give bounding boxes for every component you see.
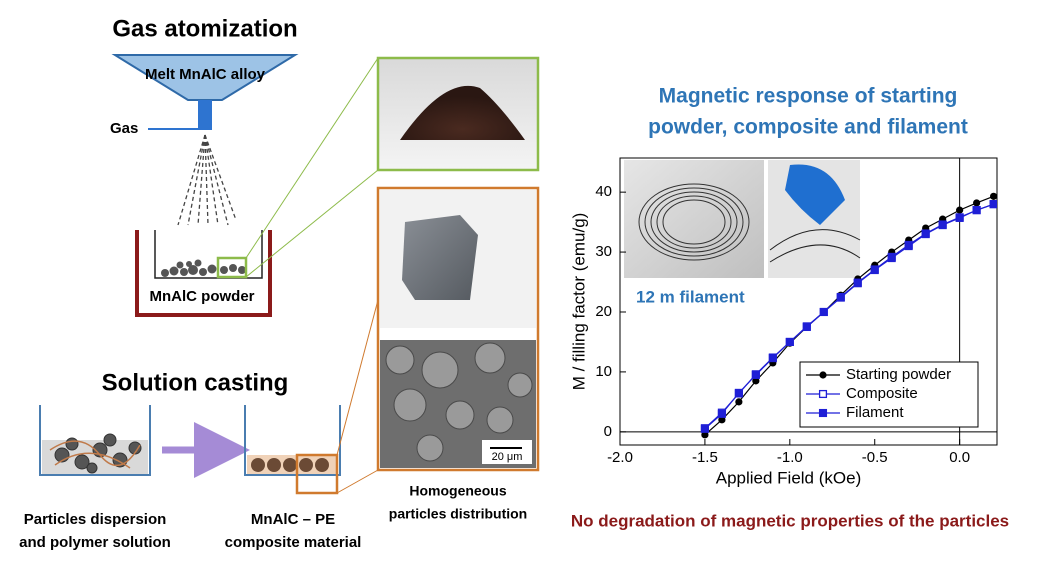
x-tick-label: -2.0 bbox=[607, 449, 633, 466]
x-tick-label: -1.5 bbox=[692, 449, 718, 466]
caption: Particles dispersion bbox=[24, 511, 167, 528]
legend-marker bbox=[818, 408, 828, 418]
composite-particles bbox=[251, 458, 329, 472]
cube bbox=[402, 215, 478, 300]
caption: and polymer solution bbox=[19, 534, 171, 551]
spray bbox=[177, 134, 237, 226]
nozzle bbox=[198, 100, 212, 130]
filament-coil bbox=[638, 183, 750, 261]
powder-particles bbox=[161, 259, 246, 277]
legend-marker bbox=[819, 371, 827, 379]
powder-mound bbox=[400, 85, 525, 140]
chart-title: Magnetic response of starting bbox=[659, 85, 958, 108]
y-axis-label: M / filling factor (emu/g) bbox=[569, 213, 588, 391]
legend-label: Starting powder bbox=[846, 366, 951, 383]
data-point bbox=[870, 265, 879, 275]
zoom-box bbox=[216, 256, 248, 279]
zoom-line bbox=[336, 299, 379, 456]
beaker bbox=[39, 405, 151, 476]
data-point bbox=[989, 200, 997, 209]
caption: Homogeneous bbox=[409, 483, 506, 499]
section-title: Gas atomization bbox=[112, 15, 297, 42]
data-point bbox=[735, 398, 743, 406]
filament-strand bbox=[769, 229, 861, 263]
data-point bbox=[700, 424, 709, 433]
x-axis-label: Applied Field (kOe) bbox=[716, 468, 862, 487]
data-point bbox=[887, 254, 896, 263]
x-tick-label: -1.0 bbox=[777, 449, 803, 466]
data-point bbox=[802, 322, 811, 332]
chart-caption: No degradation of magnetic properties of… bbox=[571, 511, 1009, 530]
x-tick-label: 0.0 bbox=[949, 449, 970, 466]
chamber bbox=[135, 230, 272, 317]
powder-label: MnAlC powder bbox=[150, 288, 255, 305]
data-point bbox=[819, 307, 828, 317]
data-point bbox=[956, 206, 964, 214]
x-tick-label: -0.5 bbox=[862, 449, 888, 466]
funnel-label: Melt MnAlC alloy bbox=[145, 66, 266, 83]
zoom-line bbox=[245, 57, 379, 259]
beaker bbox=[244, 405, 341, 476]
polymer-chains bbox=[49, 440, 141, 469]
inset-label: 12 m filament bbox=[636, 287, 745, 306]
glove bbox=[785, 164, 845, 225]
zoom-line bbox=[245, 169, 379, 278]
scale-bar-bg bbox=[482, 440, 532, 464]
funnel bbox=[111, 54, 299, 101]
filament-photo bbox=[624, 160, 764, 278]
legend-label: Composite bbox=[846, 385, 918, 402]
caption: MnAlC – PE bbox=[251, 511, 335, 528]
data-point bbox=[785, 337, 794, 346]
chart-title: powder, composite and filament bbox=[648, 116, 968, 139]
filament-coil bbox=[650, 191, 738, 253]
section-title: Solution casting bbox=[102, 369, 289, 396]
data-point bbox=[718, 416, 726, 424]
data-point bbox=[955, 213, 964, 222]
data-point bbox=[734, 388, 743, 397]
data-point bbox=[752, 377, 760, 385]
gas-label: Gas bbox=[110, 120, 138, 137]
y-tick-label: 40 bbox=[595, 183, 612, 200]
y-tick-label: 0 bbox=[604, 423, 612, 440]
legend-marker bbox=[818, 389, 828, 399]
data-point bbox=[768, 354, 777, 363]
plot-area bbox=[700, 192, 997, 439]
data-point bbox=[904, 242, 913, 251]
scale-bar-label: 20 μm bbox=[492, 451, 523, 463]
sem-grains bbox=[385, 342, 533, 462]
data-point bbox=[938, 221, 947, 230]
zoom-line bbox=[336, 469, 379, 494]
y-tick-label: 30 bbox=[595, 243, 612, 260]
container bbox=[154, 230, 263, 279]
caption: composite material bbox=[225, 534, 362, 551]
data-point bbox=[990, 192, 997, 200]
plot-frame bbox=[619, 157, 998, 446]
filament-coil bbox=[644, 187, 744, 257]
data-point bbox=[751, 370, 760, 379]
zoom-box bbox=[295, 453, 339, 495]
data-point bbox=[972, 206, 981, 215]
data-point bbox=[836, 293, 845, 302]
data-point bbox=[921, 230, 930, 239]
data-point bbox=[717, 409, 726, 418]
legend-label: Filament bbox=[846, 404, 904, 421]
filament-coil bbox=[662, 199, 726, 245]
data-point bbox=[701, 431, 709, 439]
filament-coil bbox=[656, 195, 732, 249]
y-tick-label: 10 bbox=[595, 363, 612, 380]
data-point bbox=[853, 279, 862, 288]
particles bbox=[54, 433, 142, 474]
caption: particles distribution bbox=[389, 506, 527, 522]
y-tick-label: 20 bbox=[595, 303, 612, 320]
data-point bbox=[973, 199, 981, 207]
